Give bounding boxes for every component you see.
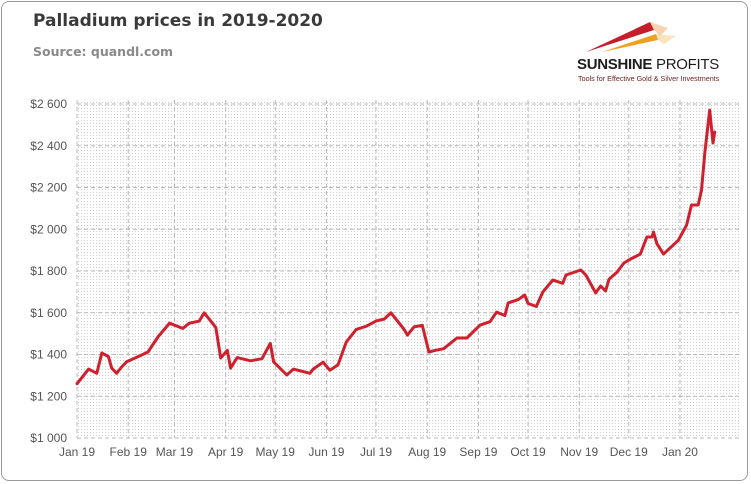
x-tick-label: Aug 19 bbox=[408, 445, 446, 459]
x-tick-label: Feb 19 bbox=[110, 445, 148, 459]
logo-tagline: Tools for Effective Gold & Silver Invest… bbox=[578, 74, 720, 83]
y-tick-label: $1 400 bbox=[30, 348, 67, 362]
logo-arrow-icon bbox=[586, 22, 676, 52]
logo-name-thin: PROFITS bbox=[652, 56, 719, 73]
x-tick-label: Jan 19 bbox=[59, 445, 95, 459]
y-tick-label: $1 000 bbox=[30, 431, 67, 445]
plot-area bbox=[77, 100, 740, 438]
y-tick-label: $1 600 bbox=[30, 306, 67, 320]
x-tick-label: Jan 20 bbox=[662, 445, 698, 459]
y-tick-label: $2 000 bbox=[30, 222, 67, 236]
x-tick-label: Nov 19 bbox=[560, 445, 598, 459]
y-tick-label: $1 200 bbox=[30, 389, 67, 403]
y-tick-label: $2 200 bbox=[30, 181, 67, 195]
x-tick-label: May 19 bbox=[256, 445, 296, 459]
x-tick-label: Dec 19 bbox=[610, 445, 648, 459]
y-tick-label: $2 600 bbox=[30, 97, 67, 111]
x-tick-label: Mar 19 bbox=[156, 445, 194, 459]
x-tick-label: Jun 19 bbox=[308, 445, 344, 459]
logo-name-bold: SUNSHINE bbox=[577, 56, 653, 73]
chart-source: Source: quandl.com bbox=[33, 44, 174, 59]
x-tick-label: Apr 19 bbox=[208, 445, 244, 459]
logo-name: SUNSHINE PROFITS bbox=[577, 56, 719, 73]
sunshine-profits-logo: SUNSHINE PROFITS Tools for Effective Gol… bbox=[572, 14, 742, 86]
x-tick-label: Oct 19 bbox=[510, 445, 546, 459]
x-tick-label: Jul 19 bbox=[360, 445, 392, 459]
x-tick-label: Sep 19 bbox=[459, 445, 497, 459]
y-tick-label: $2 400 bbox=[30, 139, 67, 153]
y-tick-label: $1 800 bbox=[30, 264, 67, 278]
chart-title: Palladium prices in 2019-2020 bbox=[33, 11, 323, 31]
